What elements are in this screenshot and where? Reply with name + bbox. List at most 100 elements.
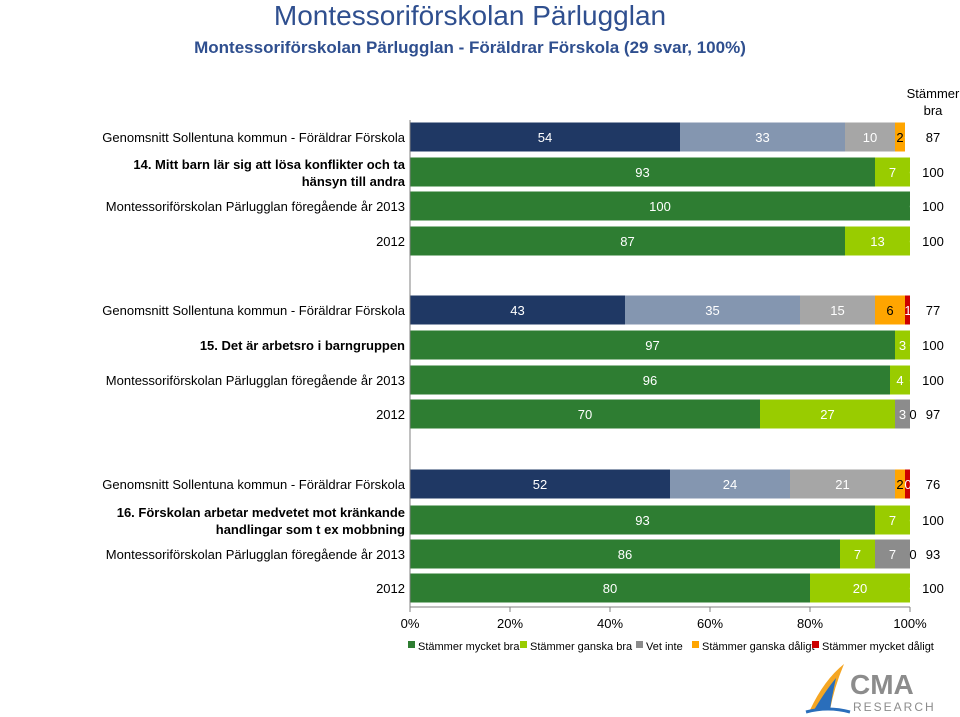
bar-segment bbox=[410, 399, 760, 429]
segment-value-label: 0 bbox=[904, 130, 911, 145]
segment-value-label: 80 bbox=[603, 581, 617, 596]
row-label: Genomsnitt Sollentuna kommun - Föräldrar… bbox=[102, 303, 406, 318]
cma-research-logo: CMA RESEARCH bbox=[805, 664, 934, 714]
row-label: 16. Förskolan arbetar medvetet mot kränk… bbox=[117, 505, 405, 520]
total-value-label: 100 bbox=[922, 165, 944, 180]
bar-segment bbox=[410, 573, 810, 603]
logo-name: CMA bbox=[850, 669, 914, 700]
x-tick-label: 80% bbox=[797, 616, 823, 631]
total-value-label: 100 bbox=[922, 338, 944, 353]
row-label: Montessoriförskolan Pärlugglan föregåend… bbox=[106, 199, 405, 214]
page-subtitle: Montessoriförskolan Pärlugglan - Föräldr… bbox=[194, 38, 746, 57]
segment-value-label: 0 bbox=[909, 547, 916, 562]
bar-segment bbox=[410, 469, 670, 499]
bar-segment bbox=[875, 295, 905, 325]
bar-segment bbox=[845, 122, 895, 152]
legend-label: Stämmer mycket bra bbox=[418, 641, 520, 653]
bar-segment bbox=[840, 539, 875, 569]
bar-segment bbox=[790, 469, 895, 499]
total-value-label: 77 bbox=[926, 303, 940, 318]
segment-value-label: 100 bbox=[649, 199, 671, 214]
x-tick-label: 60% bbox=[697, 616, 723, 631]
bar-segment bbox=[410, 365, 890, 395]
bar-segment bbox=[905, 469, 910, 499]
segment-value-label: 1 bbox=[904, 303, 911, 318]
segment-value-label: 93 bbox=[635, 513, 649, 528]
segment-value-label: 54 bbox=[538, 130, 552, 145]
total-value-label: 100 bbox=[922, 513, 944, 528]
bar-segment bbox=[895, 330, 910, 360]
bar-segment bbox=[875, 157, 910, 187]
total-value-label: 100 bbox=[922, 234, 944, 249]
x-tick-label: 40% bbox=[597, 616, 623, 631]
x-tick-label: 100% bbox=[893, 616, 927, 631]
segment-value-label: 6 bbox=[886, 303, 893, 318]
bar-segment bbox=[625, 295, 800, 325]
extra-column-header-line2: bra bbox=[924, 103, 944, 118]
bar-segment bbox=[875, 505, 910, 535]
row-label: 2012 bbox=[376, 234, 405, 249]
total-value-label: 76 bbox=[926, 477, 940, 492]
x-tick-label: 0% bbox=[401, 616, 420, 631]
total-value-label: 100 bbox=[922, 199, 944, 214]
segment-value-label: 0 bbox=[909, 407, 916, 422]
bar-segment bbox=[410, 226, 845, 256]
segment-value-label: 70 bbox=[578, 407, 592, 422]
legend-swatch bbox=[812, 641, 819, 648]
bar-segment bbox=[680, 122, 845, 152]
segment-value-label: 15 bbox=[830, 303, 844, 318]
segment-value-label: 3 bbox=[899, 338, 906, 353]
row-label: hänsyn till andra bbox=[302, 174, 406, 189]
segment-value-label: 93 bbox=[635, 165, 649, 180]
segment-value-label: 21 bbox=[835, 477, 849, 492]
legend-swatch bbox=[636, 641, 643, 648]
bar-segment bbox=[810, 573, 910, 603]
segment-value-label: 0 bbox=[909, 165, 916, 180]
legend-swatch bbox=[408, 641, 415, 648]
bar-segment bbox=[760, 399, 895, 429]
bar-segment bbox=[410, 191, 910, 221]
bar-segment bbox=[905, 295, 910, 325]
bar-segment bbox=[875, 539, 910, 569]
segment-value-label: 0 bbox=[909, 199, 916, 214]
bar-segment bbox=[670, 469, 790, 499]
segment-value-label: 7 bbox=[889, 547, 896, 562]
total-value-label: 97 bbox=[926, 407, 940, 422]
row-label: 2012 bbox=[376, 407, 405, 422]
segment-value-label: 97 bbox=[645, 338, 659, 353]
x-axis: 0% 20% 40% 60% 80% 100% bbox=[401, 120, 927, 631]
segment-value-label: 0 bbox=[904, 477, 911, 492]
page-title: Montessoriförskolan Pärlugglan bbox=[273, 0, 667, 31]
segment-value-label: 27 bbox=[820, 407, 834, 422]
bar-segment bbox=[890, 365, 910, 395]
segment-value-label: 0 bbox=[909, 373, 916, 388]
segment-value-label: 0 bbox=[909, 581, 916, 596]
segment-value-label: 24 bbox=[723, 477, 737, 492]
segment-value-label: 3 bbox=[899, 407, 906, 422]
legend-label: Stämmer ganska bra bbox=[530, 641, 633, 653]
legend-label: Stämmer ganska dåligt bbox=[702, 641, 815, 653]
x-tick-label: 20% bbox=[497, 616, 523, 631]
legend-label: Stämmer mycket dåligt bbox=[822, 641, 934, 653]
segment-value-label: 7 bbox=[889, 165, 896, 180]
bar-segment bbox=[895, 399, 910, 429]
row-label: 14. Mitt barn lär sig att lösa konflikte… bbox=[133, 157, 405, 172]
bar-segment bbox=[410, 330, 895, 360]
bar-segment bbox=[845, 226, 910, 256]
legend-swatch bbox=[692, 641, 699, 648]
segment-value-label: 52 bbox=[533, 477, 547, 492]
segment-value-label: 86 bbox=[618, 547, 632, 562]
bar-segment bbox=[410, 295, 625, 325]
segment-value-label: 4 bbox=[896, 373, 903, 388]
row-label: Genomsnitt Sollentuna kommun - Föräldrar… bbox=[102, 477, 406, 492]
total-value-label: 100 bbox=[922, 581, 944, 596]
bar-segment bbox=[410, 157, 875, 187]
segment-value-label: 35 bbox=[705, 303, 719, 318]
segment-value-label: 87 bbox=[620, 234, 634, 249]
row-label: Genomsnitt Sollentuna kommun - Föräldrar… bbox=[102, 130, 406, 145]
row-label: 2012 bbox=[376, 581, 405, 596]
segment-value-label: 43 bbox=[510, 303, 524, 318]
bar-segment bbox=[410, 505, 875, 535]
segment-value-label: 0 bbox=[909, 513, 916, 528]
legend: Stämmer mycket bra Stämmer ganska bra Vet … bbox=[408, 641, 934, 653]
